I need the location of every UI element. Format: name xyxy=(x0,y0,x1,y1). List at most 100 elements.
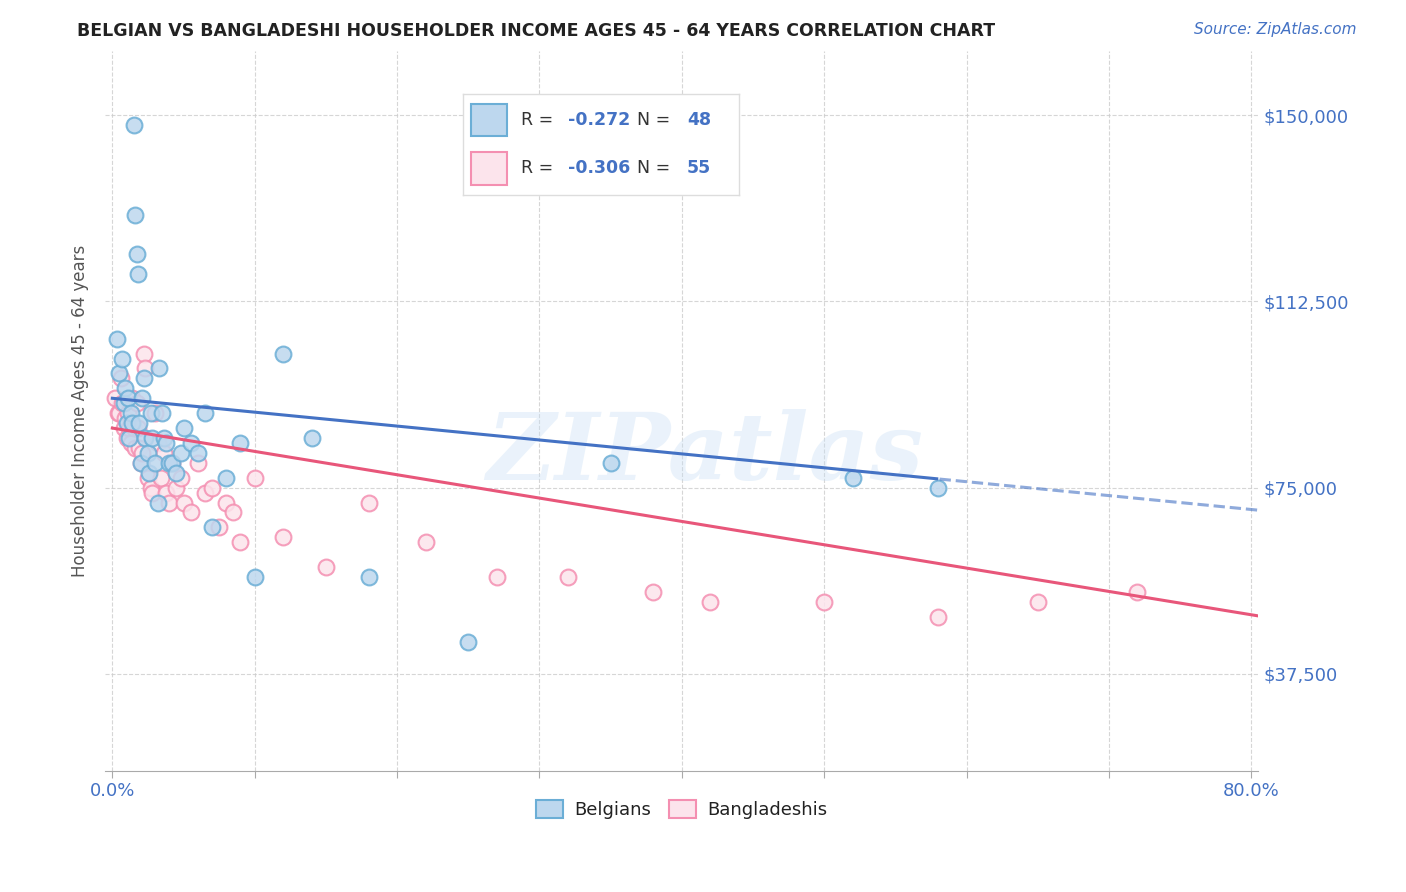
Point xyxy=(155,485,177,500)
Point xyxy=(136,446,159,460)
Text: Source: ZipAtlas.com: Source: ZipAtlas.com xyxy=(1194,22,1357,37)
Point xyxy=(108,367,131,381)
Point xyxy=(143,406,166,420)
Point xyxy=(357,495,380,509)
Point xyxy=(557,570,579,584)
Point xyxy=(129,456,152,470)
Point xyxy=(180,436,202,450)
Point xyxy=(160,456,183,470)
Point xyxy=(165,481,187,495)
Point xyxy=(599,456,621,470)
Point xyxy=(208,520,231,534)
Point xyxy=(132,371,155,385)
Point xyxy=(141,431,163,445)
Point xyxy=(118,431,141,445)
Point xyxy=(104,391,127,405)
Point xyxy=(134,361,156,376)
Point xyxy=(157,495,180,509)
Point xyxy=(121,416,143,430)
Point xyxy=(1026,595,1049,609)
Point xyxy=(229,535,252,549)
Point xyxy=(194,485,217,500)
Point xyxy=(315,560,337,574)
Point xyxy=(117,391,139,405)
Point xyxy=(122,118,145,132)
Point xyxy=(118,421,141,435)
Point xyxy=(131,446,153,460)
Point xyxy=(125,247,148,261)
Point xyxy=(146,495,169,509)
Point xyxy=(150,406,173,420)
Point xyxy=(160,456,183,470)
Point xyxy=(485,570,508,584)
Point xyxy=(112,421,135,435)
Point xyxy=(813,595,835,609)
Point xyxy=(927,481,949,495)
Point xyxy=(115,431,138,445)
Point xyxy=(127,267,149,281)
Legend: Belgians, Bangladeshis: Belgians, Bangladeshis xyxy=(529,793,835,827)
Point xyxy=(229,436,252,450)
Point xyxy=(173,421,195,435)
Point xyxy=(122,421,145,435)
Point xyxy=(215,471,238,485)
Point xyxy=(152,431,174,445)
Point xyxy=(148,361,170,376)
Point xyxy=(120,406,142,420)
Point xyxy=(157,456,180,470)
Point xyxy=(927,609,949,624)
Point xyxy=(173,495,195,509)
Point xyxy=(115,416,138,430)
Point xyxy=(141,485,163,500)
Point xyxy=(170,446,193,460)
Point xyxy=(415,535,437,549)
Point xyxy=(643,585,665,599)
Point xyxy=(105,332,128,346)
Point xyxy=(111,351,134,366)
Point xyxy=(187,456,209,470)
Text: ZIPatlas: ZIPatlas xyxy=(486,409,924,499)
Point xyxy=(111,396,134,410)
Point xyxy=(201,520,224,534)
Point xyxy=(107,406,129,420)
Point xyxy=(139,481,162,495)
Point xyxy=(170,471,193,485)
Point xyxy=(180,506,202,520)
Point xyxy=(1126,585,1149,599)
Point xyxy=(222,506,245,520)
Point xyxy=(134,431,156,445)
Text: BELGIAN VS BANGLADESHI HOUSEHOLDER INCOME AGES 45 - 64 YEARS CORRELATION CHART: BELGIAN VS BANGLADESHI HOUSEHOLDER INCOM… xyxy=(77,22,995,40)
Point xyxy=(124,208,146,222)
Point xyxy=(841,471,863,485)
Point xyxy=(138,466,160,480)
Point xyxy=(143,456,166,470)
Point xyxy=(271,346,294,360)
Point xyxy=(131,391,153,405)
Point xyxy=(114,411,136,425)
Point xyxy=(139,406,162,420)
Point xyxy=(128,416,150,430)
Point xyxy=(112,396,135,410)
Y-axis label: Householder Income Ages 45 - 64 years: Householder Income Ages 45 - 64 years xyxy=(72,244,89,577)
Point xyxy=(357,570,380,584)
Point xyxy=(124,441,146,455)
Point xyxy=(187,446,209,460)
Point xyxy=(125,396,148,410)
Point xyxy=(699,595,721,609)
Point xyxy=(128,441,150,455)
Point xyxy=(301,431,323,445)
Point xyxy=(243,471,266,485)
Point xyxy=(132,346,155,360)
Point xyxy=(457,634,479,648)
Point xyxy=(136,471,159,485)
Point xyxy=(271,530,294,544)
Point xyxy=(114,381,136,395)
Point xyxy=(129,456,152,470)
Point xyxy=(121,391,143,405)
Point xyxy=(155,436,177,450)
Point xyxy=(149,471,172,485)
Point xyxy=(108,406,131,420)
Point xyxy=(117,406,139,420)
Point xyxy=(152,446,174,460)
Point xyxy=(201,481,224,495)
